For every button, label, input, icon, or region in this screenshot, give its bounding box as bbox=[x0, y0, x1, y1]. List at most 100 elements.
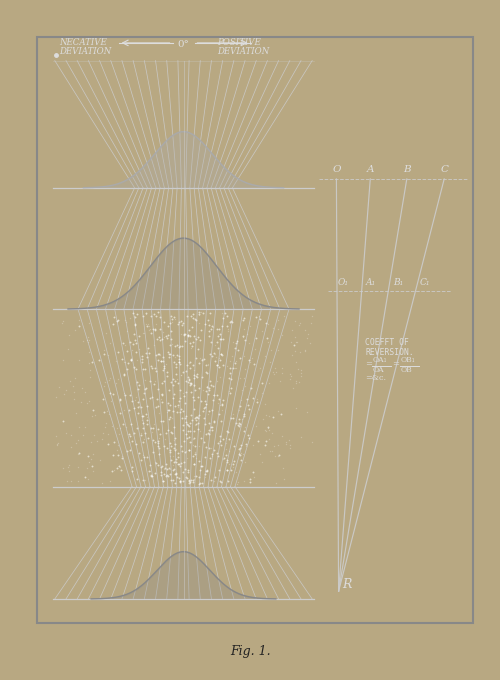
Point bbox=[292, 377, 300, 388]
Point bbox=[68, 380, 76, 391]
Point bbox=[216, 431, 224, 442]
Point bbox=[104, 438, 112, 449]
Point bbox=[196, 425, 204, 436]
Point bbox=[62, 385, 70, 396]
Point bbox=[172, 443, 180, 454]
Point bbox=[286, 439, 294, 450]
Point bbox=[158, 356, 166, 367]
Point bbox=[187, 379, 195, 390]
Point bbox=[172, 453, 180, 464]
Point bbox=[220, 453, 228, 464]
Point bbox=[222, 433, 230, 444]
Text: REVERSION.: REVERSION. bbox=[365, 348, 414, 357]
Point bbox=[222, 360, 230, 371]
Point bbox=[194, 424, 202, 435]
Point bbox=[118, 451, 126, 462]
Point bbox=[292, 403, 300, 413]
Point bbox=[198, 406, 206, 417]
Text: O₁: O₁ bbox=[338, 278, 348, 288]
Point bbox=[134, 408, 142, 419]
Point bbox=[226, 387, 234, 398]
Point bbox=[236, 444, 244, 455]
Point bbox=[166, 326, 174, 337]
Point bbox=[200, 403, 207, 413]
Point bbox=[172, 359, 180, 370]
Point bbox=[210, 472, 218, 483]
Point bbox=[143, 419, 151, 430]
Point bbox=[191, 313, 199, 324]
Point bbox=[280, 474, 287, 485]
Point bbox=[88, 356, 96, 367]
Point bbox=[154, 349, 162, 360]
Point bbox=[171, 477, 179, 488]
Point bbox=[187, 378, 195, 389]
Point bbox=[272, 477, 280, 488]
Point bbox=[126, 337, 134, 347]
Text: =&c.: =&c. bbox=[365, 374, 386, 382]
Point bbox=[202, 359, 209, 370]
Point bbox=[158, 390, 166, 401]
Point bbox=[166, 349, 174, 360]
Point bbox=[216, 372, 224, 383]
Point bbox=[106, 409, 114, 420]
Point bbox=[170, 432, 178, 443]
Point bbox=[181, 336, 189, 347]
Point bbox=[164, 405, 172, 415]
Point bbox=[159, 475, 167, 486]
Point bbox=[169, 475, 177, 486]
Point bbox=[150, 375, 158, 386]
Point bbox=[171, 468, 179, 479]
Point bbox=[288, 324, 296, 335]
Point bbox=[196, 464, 204, 475]
Point bbox=[184, 475, 192, 486]
Point bbox=[130, 311, 138, 322]
Point bbox=[201, 472, 209, 483]
Point bbox=[201, 319, 209, 330]
Point bbox=[146, 460, 154, 471]
Point bbox=[240, 324, 248, 335]
Point bbox=[184, 329, 192, 340]
Point bbox=[168, 428, 175, 439]
Point bbox=[172, 369, 180, 379]
Point bbox=[141, 375, 149, 386]
Point bbox=[184, 329, 192, 340]
Point bbox=[148, 427, 156, 438]
Point bbox=[226, 367, 234, 378]
Point bbox=[262, 398, 270, 409]
Point bbox=[154, 384, 162, 395]
Point bbox=[292, 376, 300, 387]
Point bbox=[234, 420, 242, 431]
Point bbox=[176, 407, 184, 418]
Point bbox=[150, 467, 158, 478]
Text: B₁: B₁ bbox=[394, 278, 404, 288]
Point bbox=[130, 362, 138, 373]
Point bbox=[306, 318, 314, 328]
Point bbox=[88, 404, 96, 415]
Point bbox=[232, 362, 239, 373]
Point bbox=[176, 476, 184, 487]
Point bbox=[116, 422, 124, 433]
Point bbox=[186, 436, 194, 447]
Point bbox=[176, 385, 184, 396]
Point bbox=[128, 339, 136, 350]
Point bbox=[140, 363, 147, 374]
Point bbox=[157, 393, 165, 404]
Point bbox=[210, 348, 218, 359]
Point bbox=[102, 418, 110, 428]
Point bbox=[204, 315, 212, 326]
Point bbox=[169, 405, 177, 416]
Point bbox=[166, 399, 174, 410]
Point bbox=[188, 440, 196, 451]
Point bbox=[174, 452, 182, 462]
Point bbox=[197, 432, 205, 443]
Point bbox=[134, 401, 142, 412]
Point bbox=[282, 439, 290, 449]
Point bbox=[164, 398, 172, 409]
Point bbox=[186, 475, 194, 486]
Point bbox=[180, 318, 188, 329]
Point bbox=[192, 314, 200, 325]
Point bbox=[170, 450, 177, 461]
Point bbox=[139, 418, 147, 428]
Point bbox=[247, 382, 255, 393]
Point bbox=[202, 381, 210, 392]
